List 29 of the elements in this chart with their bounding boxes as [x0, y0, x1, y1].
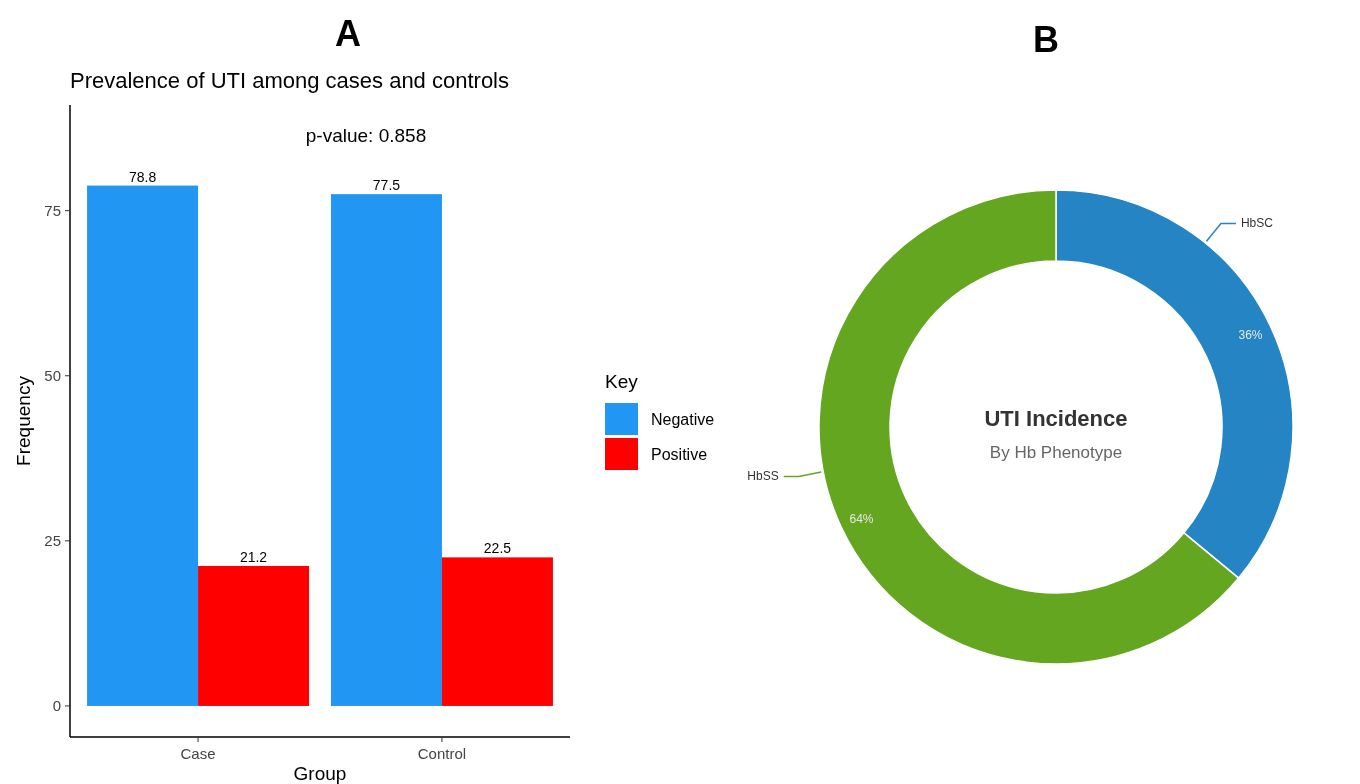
data-label: 22.5 — [483, 540, 512, 557]
text: UTI Incidence — [984, 406, 1128, 431]
data-label: 36% — [1238, 328, 1263, 343]
chart-title: A — [335, 13, 361, 54]
slice-label: HbSC — [1240, 216, 1274, 231]
bar — [87, 185, 199, 706]
y-tick-label: 25 — [44, 531, 61, 549]
x-tick-label: Case — [180, 745, 216, 762]
y-tick-label: 0 — [52, 696, 61, 714]
data-label: 21.2 — [239, 548, 268, 565]
chart-subtitle: Prevalence of UTI among cases and controls — [70, 68, 510, 93]
bar — [330, 194, 442, 706]
legend-label: Positive — [651, 446, 708, 463]
data-label: 77.5 — [372, 177, 401, 194]
data-label: 64% — [849, 511, 874, 526]
data-label: 78.8 — [128, 168, 157, 185]
slice-label: HbSS — [747, 469, 779, 484]
bar — [198, 565, 310, 706]
bar — [441, 557, 553, 706]
chart-title: B — [1033, 19, 1059, 60]
text: By Hb Phenotype — [989, 443, 1123, 462]
legend-title: Key — [605, 371, 639, 392]
y-tick-label: 50 — [44, 366, 61, 384]
annotation: p-value: 0.858 — [305, 125, 427, 146]
y-axis-title: Frequency — [13, 375, 34, 466]
y-tick-label: 75 — [44, 201, 61, 219]
legend-label: Negative — [651, 411, 715, 428]
x-axis-title: Group — [293, 763, 347, 784]
x-tick-label: Control — [417, 745, 467, 762]
